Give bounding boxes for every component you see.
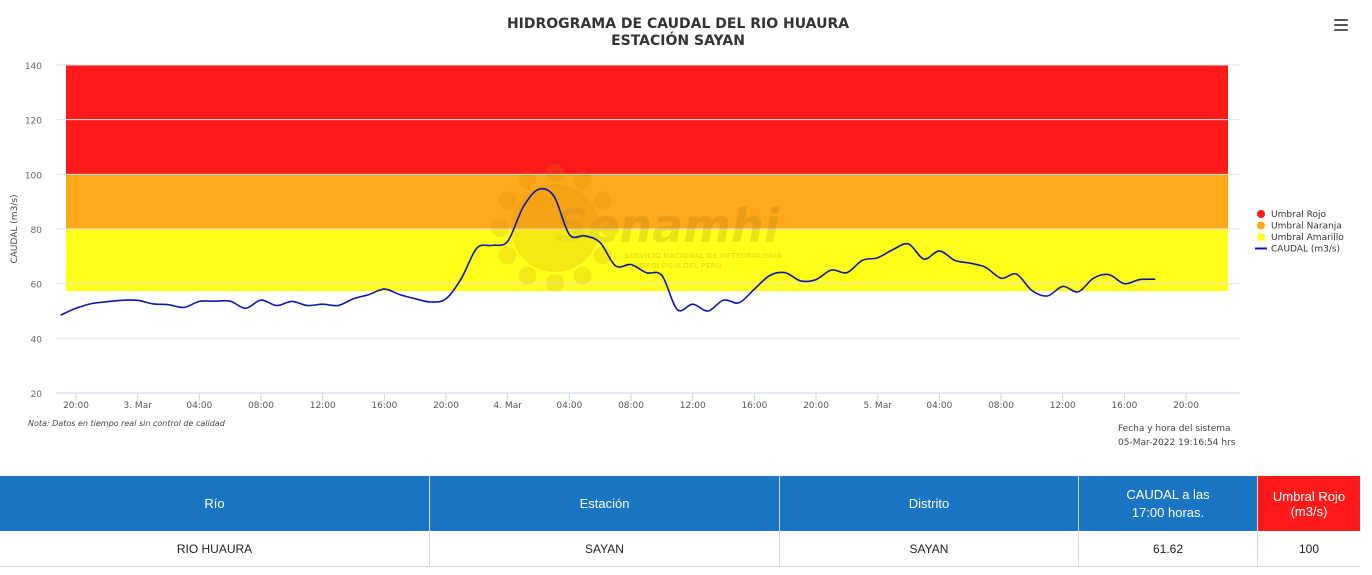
legend-item-label: CAUDAL (m3/s) bbox=[1271, 245, 1340, 255]
y-tick-label: 140 bbox=[25, 62, 42, 72]
watermark-sun-ray bbox=[498, 246, 517, 265]
y-tick-label: 60 bbox=[31, 281, 43, 291]
cell-caudal: 61.62 bbox=[1078, 531, 1258, 567]
y-tick-label: 100 bbox=[25, 171, 42, 181]
menu-bar bbox=[1334, 19, 1348, 21]
series-line-caudal bbox=[60, 187, 1156, 316]
cell-umbral-rojo: 100 bbox=[1257, 531, 1360, 567]
watermark-sun-ray bbox=[518, 266, 537, 285]
watermark-line2: E HIDROLOGIA DEL PERU bbox=[624, 262, 722, 270]
x-tick-label: 20:00 bbox=[63, 401, 89, 411]
x-tick-label: 08:00 bbox=[618, 401, 644, 411]
watermark-sun-ray bbox=[601, 219, 619, 237]
watermark-sun-ray bbox=[546, 164, 564, 182]
watermark-sun-ray bbox=[491, 219, 509, 237]
x-tick-label: 04:00 bbox=[556, 401, 582, 411]
legend-marker bbox=[1257, 221, 1265, 230]
menu-bar bbox=[1334, 24, 1348, 26]
x-tick-label: 20:00 bbox=[433, 401, 459, 411]
x-tick-label: 04:00 bbox=[926, 401, 952, 411]
legend-item-label: Umbral Amarillo bbox=[1271, 233, 1344, 243]
x-tick-label: 5. Mar bbox=[863, 401, 892, 411]
header-estacion: Estación bbox=[429, 476, 780, 531]
x-tick-label: 3. Mar bbox=[123, 401, 152, 411]
cell-rio: RIO HUAURA bbox=[0, 531, 430, 567]
legend-item-label: Umbral Naranja bbox=[1271, 222, 1342, 232]
x-tick-label: 16:00 bbox=[371, 401, 397, 411]
watermark-sun-ray bbox=[573, 171, 592, 190]
x-tick-label: 08:00 bbox=[248, 401, 274, 411]
timestamp-value: 05-Mar-2022 19:16:54 hrs bbox=[1118, 438, 1236, 448]
watermark-title: Senamhi bbox=[555, 199, 781, 253]
header-umbral-rojo: Umbral Rojo (m3/s) bbox=[1257, 476, 1360, 531]
chart-title: HIDROGRAMA DE CAUDAL DEL RIO HUAURA bbox=[507, 16, 849, 32]
timestamp-label: Fecha y hora del sistema bbox=[1118, 424, 1231, 434]
watermark-sun-ray bbox=[498, 191, 517, 210]
x-tick-label: 20:00 bbox=[1173, 401, 1199, 411]
watermark-line1: SERVICIO NACIONAL DE METEOROLOGIA bbox=[624, 252, 783, 260]
x-tick-label: 16:00 bbox=[741, 401, 767, 411]
x-tick-label: 12:00 bbox=[310, 401, 336, 411]
cell-distrito: SAYAN bbox=[779, 531, 1079, 567]
watermark-sun-ray bbox=[593, 246, 612, 265]
x-tick-label: 20:00 bbox=[803, 401, 829, 411]
header-rio: Río bbox=[0, 476, 430, 531]
legend-marker bbox=[1257, 210, 1265, 218]
header-caudal: CAUDAL a las 17:00 horas. bbox=[1078, 476, 1258, 531]
y-axis-title: CAUDAL (m3/s) bbox=[10, 194, 20, 263]
legend-item-label: Umbral Rojo bbox=[1271, 210, 1327, 220]
x-tick-label: 16:00 bbox=[1111, 401, 1137, 411]
y-tick-label: 120 bbox=[25, 117, 42, 127]
table-row: RIO HUAURA SAYAN SAYAN 61.62 100 bbox=[0, 531, 1360, 567]
menu-bar bbox=[1334, 29, 1348, 31]
x-tick-label: 04:00 bbox=[186, 401, 212, 411]
band-umbral-naranja bbox=[66, 174, 1228, 229]
cell-estacion: SAYAN bbox=[429, 531, 780, 567]
watermark-sun-ray bbox=[593, 191, 612, 210]
watermark-sun-ray bbox=[546, 274, 564, 292]
x-tick-label: 4. Mar bbox=[493, 401, 522, 411]
quality-note: Nota: Datos en tiempo real sin control d… bbox=[28, 419, 226, 428]
legend-marker bbox=[1257, 233, 1265, 241]
watermark-sun-icon bbox=[511, 184, 599, 272]
chart-subtitle: ESTACIÓN SAYAN bbox=[611, 31, 745, 49]
y-tick-label: 40 bbox=[31, 335, 43, 345]
watermark-sun-ray bbox=[518, 171, 537, 190]
band-umbral-amarillo bbox=[66, 229, 1228, 292]
x-tick-label: 12:00 bbox=[1050, 401, 1076, 411]
x-tick-label: 08:00 bbox=[988, 401, 1014, 411]
y-tick-label: 20 bbox=[31, 390, 43, 400]
hamburger-menu-icon[interactable] bbox=[1334, 19, 1348, 33]
station-table: Río Estación Distrito CAUDAL a las 17:00… bbox=[0, 476, 1360, 567]
watermark-sun-ray bbox=[573, 266, 592, 285]
x-tick-label: 12:00 bbox=[680, 401, 706, 411]
y-tick-label: 80 bbox=[31, 226, 43, 236]
hydrograph-chart: HIDROGRAMA DE CAUDAL DEL RIO HUAURAESTAC… bbox=[10, 16, 1344, 448]
header-distrito: Distrito bbox=[779, 476, 1079, 531]
